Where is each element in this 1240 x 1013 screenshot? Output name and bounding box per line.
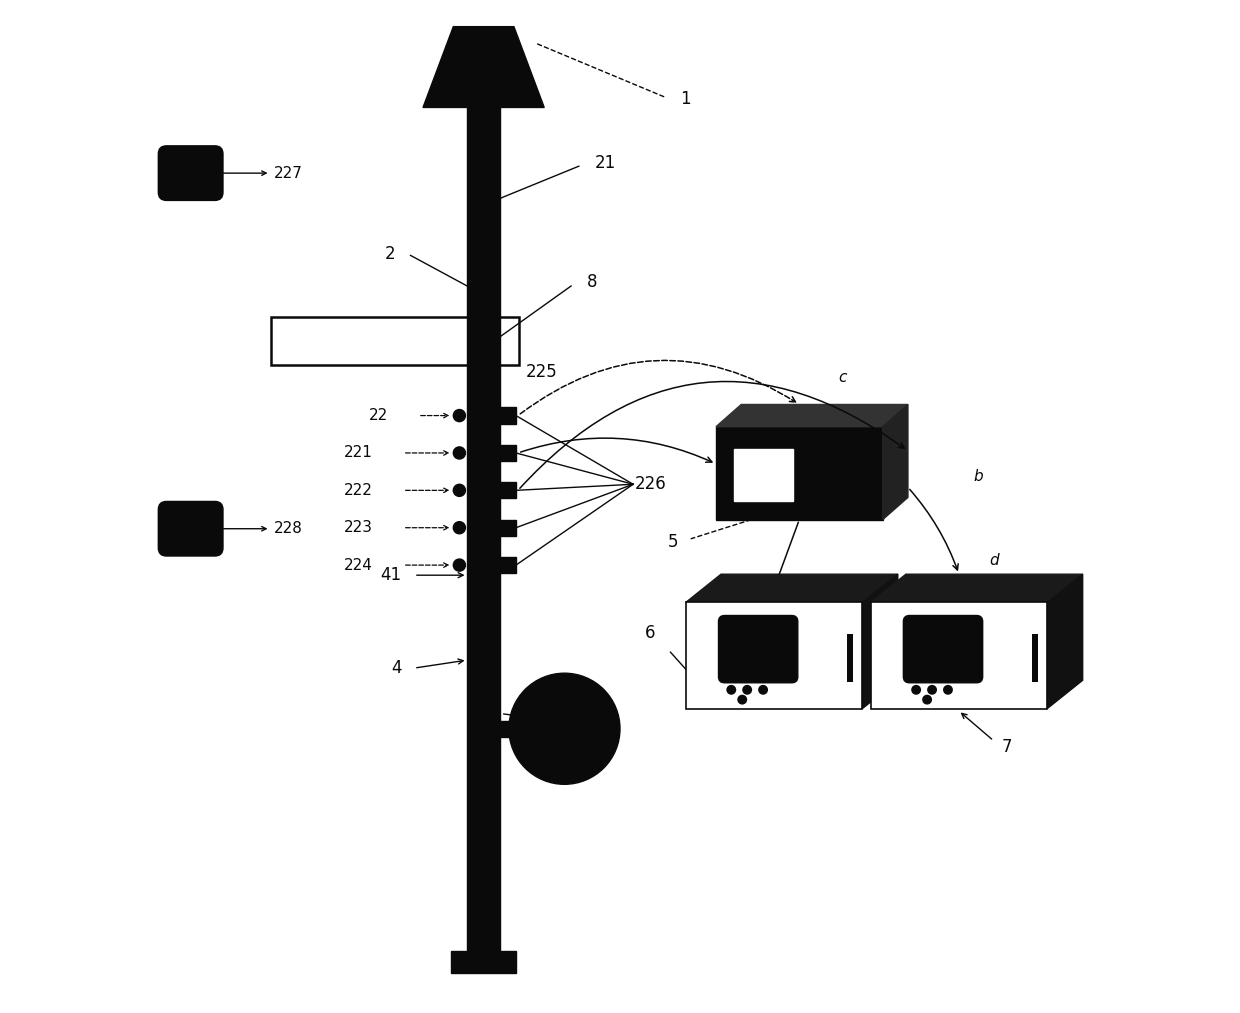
Text: 1: 1: [681, 90, 691, 108]
Circle shape: [727, 660, 737, 671]
FancyBboxPatch shape: [159, 146, 223, 201]
Text: 4: 4: [392, 659, 402, 677]
FancyArrowPatch shape: [521, 438, 712, 462]
Bar: [272, 317, 520, 365]
Text: 22: 22: [368, 408, 388, 423]
Circle shape: [928, 685, 937, 695]
Bar: [467, 107, 500, 956]
Text: 227: 227: [274, 166, 303, 180]
Circle shape: [758, 685, 768, 695]
Circle shape: [727, 673, 737, 683]
FancyArrowPatch shape: [520, 382, 904, 488]
Bar: [1032, 634, 1038, 682]
FancyArrowPatch shape: [910, 489, 959, 570]
Text: c: c: [838, 370, 847, 385]
Circle shape: [743, 660, 753, 671]
Circle shape: [743, 685, 753, 695]
Text: 7: 7: [1002, 737, 1012, 756]
Circle shape: [508, 674, 620, 784]
Text: 228: 228: [274, 522, 303, 536]
Bar: [734, 449, 792, 501]
Circle shape: [727, 685, 737, 695]
Text: 6: 6: [645, 624, 656, 642]
Polygon shape: [883, 404, 908, 520]
Polygon shape: [715, 404, 908, 426]
Circle shape: [928, 673, 937, 683]
Polygon shape: [863, 574, 898, 708]
FancyArrowPatch shape: [521, 361, 796, 414]
Bar: [686, 603, 863, 708]
Circle shape: [454, 559, 465, 571]
Polygon shape: [686, 574, 898, 603]
Text: b: b: [973, 469, 983, 483]
Bar: [497, 445, 516, 461]
Bar: [847, 634, 853, 682]
Circle shape: [923, 695, 932, 705]
Bar: [500, 720, 508, 736]
Circle shape: [942, 685, 952, 695]
Text: d: d: [990, 552, 998, 567]
Text: 224: 224: [343, 557, 372, 572]
Circle shape: [758, 673, 768, 683]
Text: 226: 226: [635, 475, 667, 493]
Text: 223: 223: [343, 521, 372, 535]
Bar: [715, 426, 883, 520]
Circle shape: [911, 673, 921, 683]
Text: 41: 41: [381, 566, 402, 585]
Bar: [497, 520, 516, 536]
Text: 21: 21: [595, 154, 616, 172]
Polygon shape: [1048, 574, 1083, 708]
Circle shape: [454, 409, 465, 421]
Text: 2: 2: [386, 245, 396, 263]
Bar: [497, 557, 516, 573]
Circle shape: [758, 660, 768, 671]
Text: 5: 5: [668, 533, 678, 551]
Bar: [497, 482, 516, 498]
Circle shape: [454, 484, 465, 496]
Circle shape: [454, 522, 465, 534]
Bar: [497, 407, 516, 423]
Text: 221: 221: [343, 446, 372, 461]
Text: 225: 225: [526, 363, 558, 381]
Circle shape: [942, 673, 952, 683]
FancyBboxPatch shape: [904, 616, 982, 683]
Text: 8: 8: [587, 274, 598, 291]
Circle shape: [743, 673, 753, 683]
Bar: [451, 951, 516, 973]
Text: a: a: [817, 425, 827, 441]
FancyBboxPatch shape: [159, 501, 223, 556]
Polygon shape: [870, 574, 1083, 603]
Polygon shape: [423, 26, 544, 107]
Circle shape: [942, 660, 952, 671]
Circle shape: [928, 660, 937, 671]
Circle shape: [738, 695, 748, 705]
Text: 222: 222: [343, 483, 372, 497]
Bar: [870, 603, 1048, 708]
Circle shape: [911, 660, 921, 671]
Text: 3: 3: [567, 734, 577, 753]
Circle shape: [911, 685, 921, 695]
FancyBboxPatch shape: [718, 616, 797, 683]
Circle shape: [454, 447, 465, 459]
